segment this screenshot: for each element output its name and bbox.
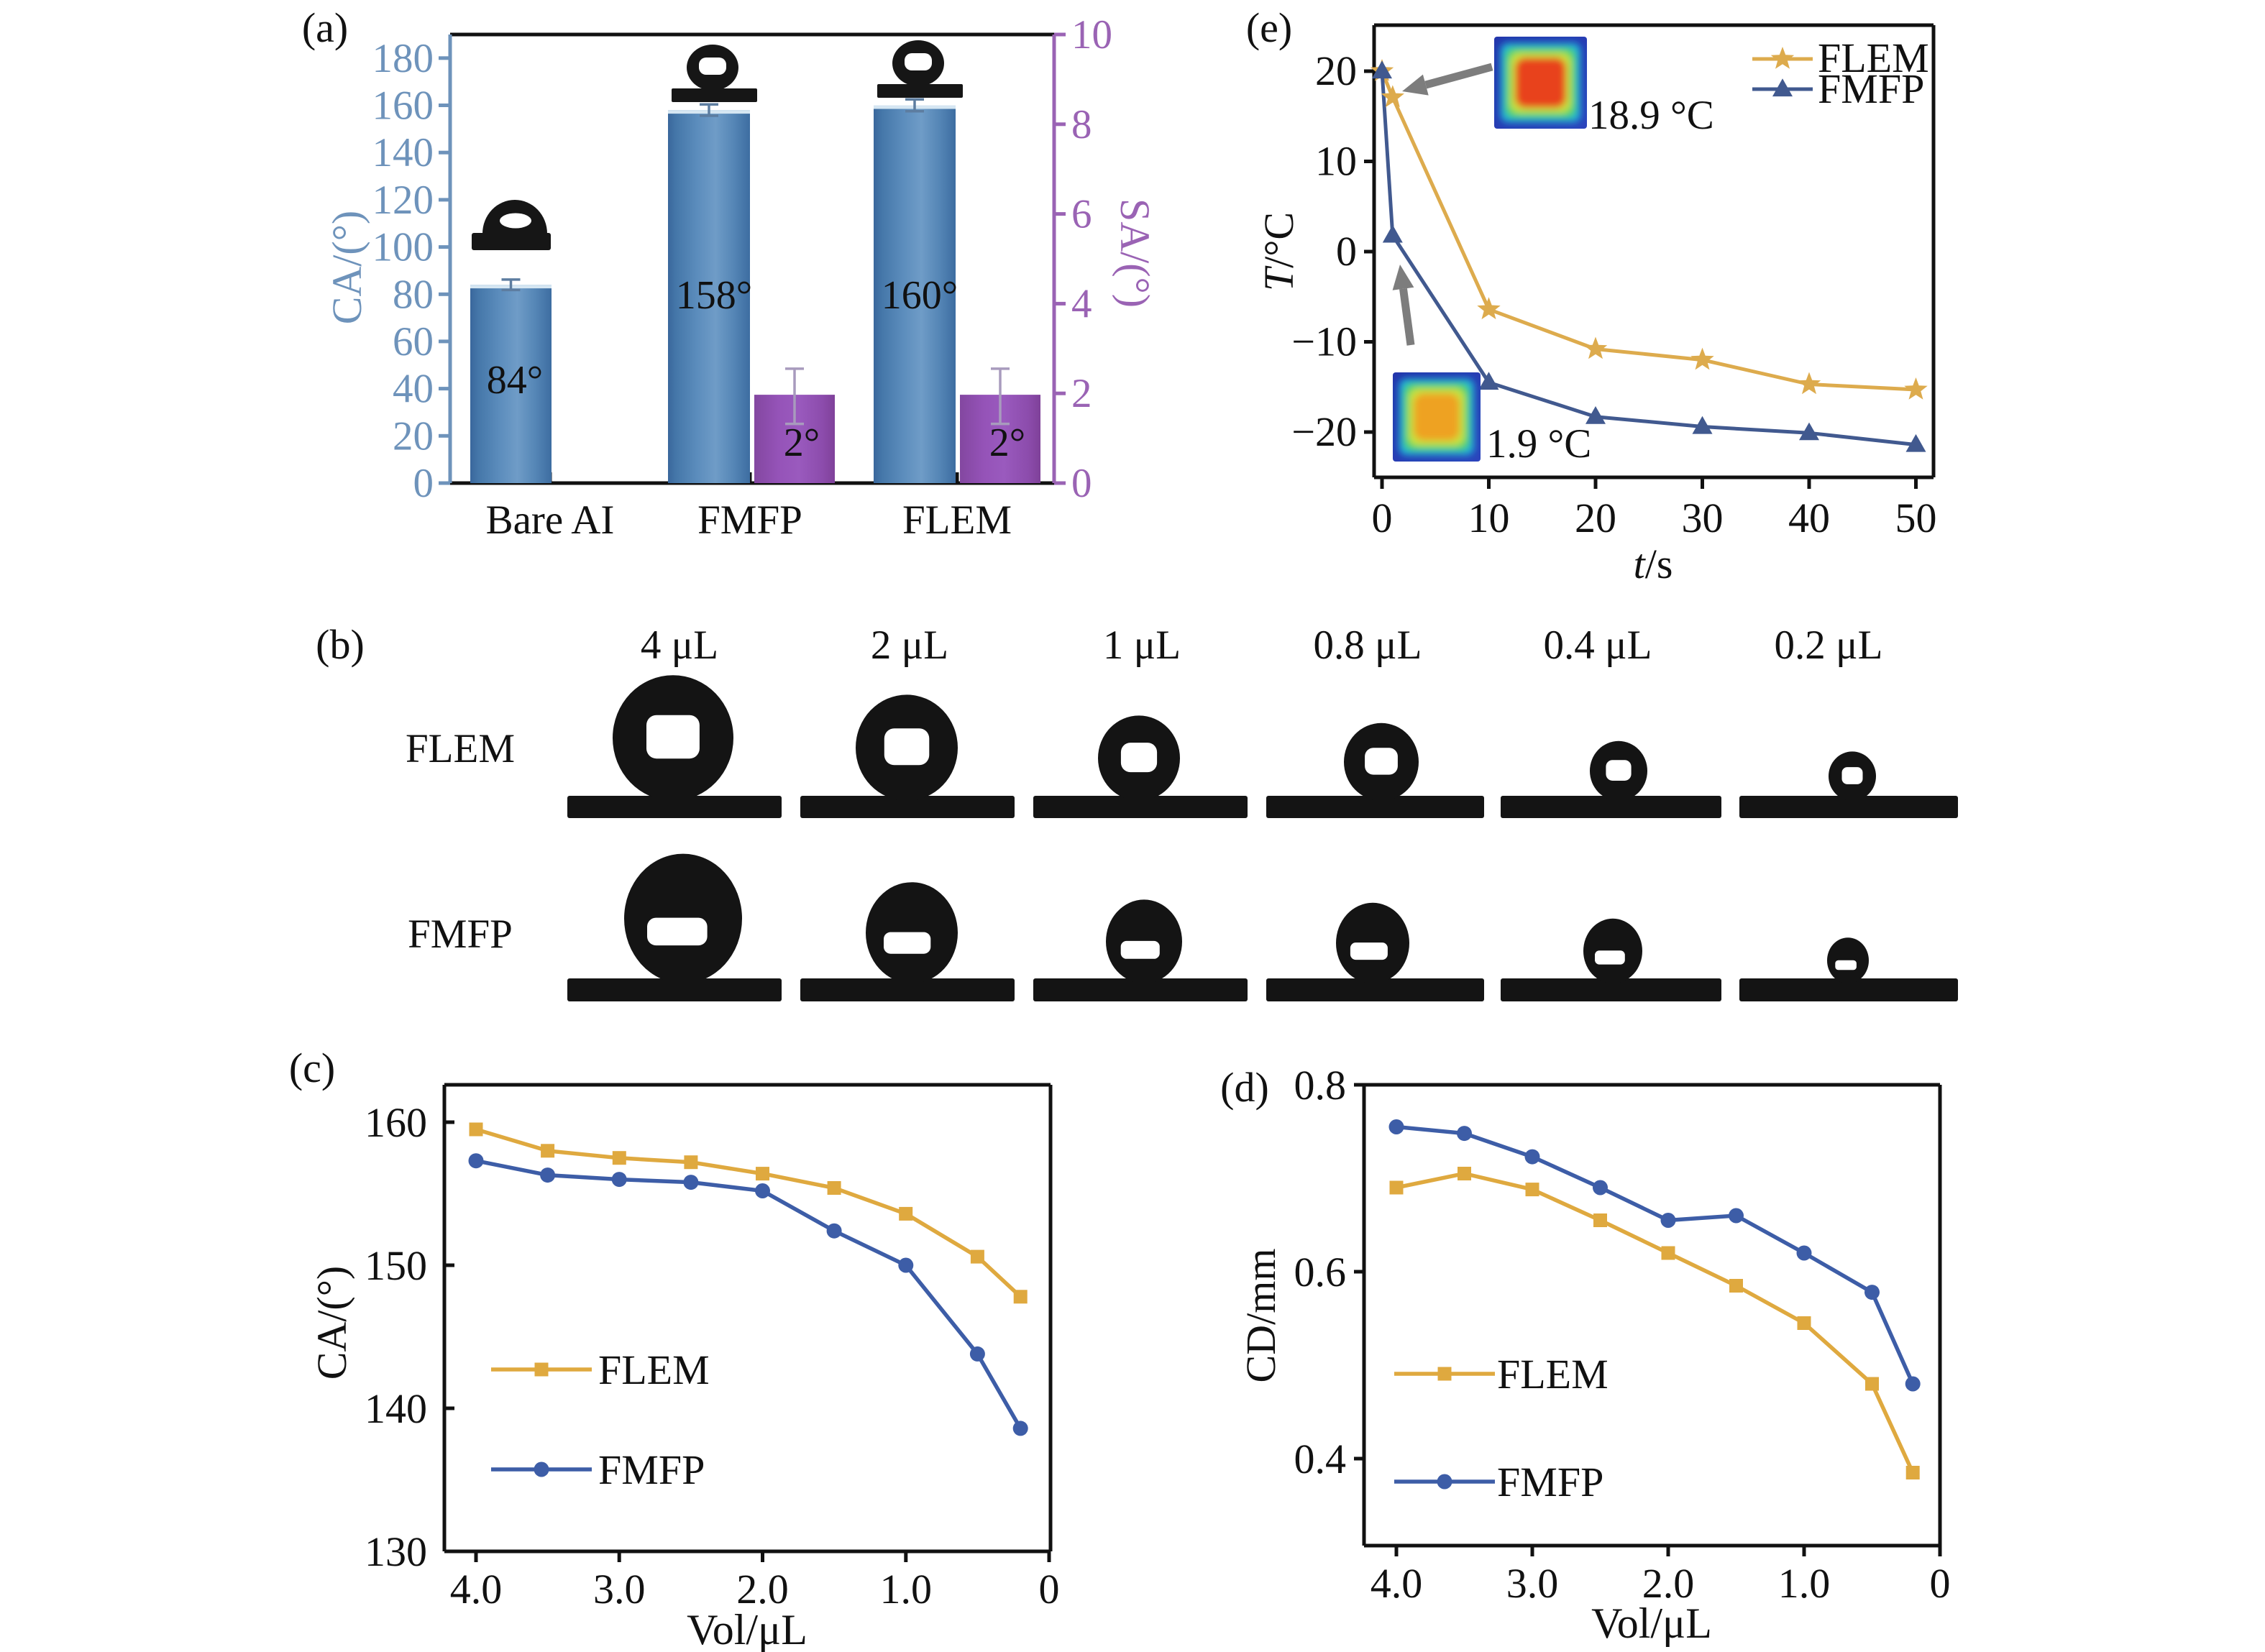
svg-text:FLEM: FLEM [1818, 35, 1929, 81]
svg-text:(c): (c) [289, 1045, 335, 1091]
svg-text:0.6: 0.6 [1294, 1249, 1347, 1295]
svg-text:8: 8 [1071, 102, 1092, 147]
svg-text:SA/(°): SA/(°) [1112, 198, 1158, 308]
svg-text:0: 0 [1372, 495, 1393, 541]
svg-text:0.2 μL: 0.2 μL [1775, 623, 1883, 668]
svg-text:180: 180 [372, 36, 434, 81]
svg-text:CA/(°): CA/(°) [308, 1266, 355, 1380]
svg-text:30: 30 [1682, 495, 1724, 541]
svg-text:2 μL: 2 μL [871, 623, 948, 668]
svg-text:100: 100 [372, 225, 434, 270]
svg-text:2.0: 2.0 [736, 1566, 789, 1612]
svg-text:10: 10 [1468, 495, 1510, 541]
svg-text:0: 0 [1071, 461, 1092, 506]
svg-text:60: 60 [393, 319, 434, 364]
svg-text:T/°C: T/°C [1255, 212, 1302, 291]
svg-text:1.0: 1.0 [880, 1566, 933, 1612]
svg-text:4.0: 4.0 [1371, 1560, 1423, 1607]
svg-text:(e): (e) [1246, 4, 1292, 51]
svg-text:0.8: 0.8 [1294, 1062, 1347, 1109]
svg-text:FMFP: FMFP [598, 1446, 705, 1493]
svg-text:40: 40 [1788, 495, 1830, 541]
svg-text:(d): (d) [1220, 1064, 1269, 1111]
svg-text:t/s: t/s [1634, 541, 1673, 587]
svg-text:Vol/μL: Vol/μL [687, 1606, 807, 1652]
svg-text:2°: 2° [784, 421, 820, 465]
svg-text:FMFP: FMFP [1497, 1459, 1603, 1505]
svg-text:140: 140 [372, 130, 434, 175]
svg-text:160: 160 [365, 1099, 427, 1146]
svg-text:18.9 °C: 18.9 °C [1588, 93, 1714, 138]
svg-text:120: 120 [372, 178, 434, 223]
svg-text:0: 0 [1039, 1566, 1060, 1612]
svg-text:84°: 84° [487, 358, 543, 403]
svg-text:1 μL: 1 μL [1103, 623, 1181, 668]
svg-text:FLEM: FLEM [1497, 1351, 1609, 1398]
svg-text:0: 0 [413, 461, 434, 506]
svg-text:4: 4 [1071, 281, 1092, 326]
svg-text:50: 50 [1895, 495, 1937, 541]
svg-text:0: 0 [1336, 228, 1357, 275]
svg-text:−10: −10 [1291, 318, 1357, 365]
svg-text:0: 0 [1930, 1560, 1951, 1607]
svg-text:2.0: 2.0 [1642, 1560, 1695, 1607]
svg-text:4 μL: 4 μL [641, 623, 718, 668]
svg-text:10: 10 [1315, 138, 1357, 185]
svg-text:2: 2 [1071, 371, 1092, 416]
svg-text:FMFP: FMFP [697, 497, 802, 543]
svg-text:20: 20 [1315, 47, 1357, 94]
svg-text:Vol/μL: Vol/μL [1591, 1600, 1712, 1647]
svg-text:40: 40 [393, 367, 434, 412]
svg-text:20: 20 [1575, 495, 1616, 541]
svg-text:CA/(°): CA/(°) [324, 211, 370, 325]
svg-text:20: 20 [393, 413, 434, 459]
svg-text:FLEM: FLEM [406, 726, 515, 771]
svg-text:Bare AI: Bare AI [486, 497, 615, 543]
svg-text:158°: 158° [676, 273, 752, 318]
svg-text:(a): (a) [302, 4, 348, 51]
svg-text:CD/mm: CD/mm [1237, 1249, 1284, 1383]
svg-text:0.8 μL: 0.8 μL [1314, 623, 1422, 668]
svg-text:FMFP: FMFP [1818, 65, 1924, 112]
svg-text:140: 140 [365, 1385, 427, 1432]
svg-text:0.4: 0.4 [1294, 1436, 1347, 1482]
svg-text:−20: −20 [1291, 408, 1357, 455]
svg-text:FLEM: FLEM [902, 497, 1012, 543]
svg-text:160: 160 [372, 83, 434, 129]
svg-text:130: 130 [365, 1528, 427, 1575]
svg-text:4.0: 4.0 [450, 1566, 503, 1612]
svg-text:160°: 160° [882, 273, 958, 318]
svg-text:10: 10 [1071, 12, 1112, 58]
svg-text:1.9 °C: 1.9 °C [1486, 421, 1591, 467]
svg-text:150: 150 [365, 1242, 427, 1289]
svg-text:3.0: 3.0 [593, 1566, 646, 1612]
svg-text:FMFP: FMFP [408, 912, 513, 957]
svg-text:80: 80 [393, 272, 434, 317]
svg-text:1.0: 1.0 [1778, 1560, 1831, 1607]
svg-text:3.0: 3.0 [1506, 1560, 1559, 1607]
svg-text:0.4 μL: 0.4 μL [1544, 623, 1652, 668]
svg-text:2°: 2° [989, 421, 1025, 465]
svg-text:6: 6 [1071, 192, 1092, 237]
svg-text:FLEM: FLEM [598, 1346, 710, 1393]
svg-text:(b): (b) [316, 621, 365, 668]
